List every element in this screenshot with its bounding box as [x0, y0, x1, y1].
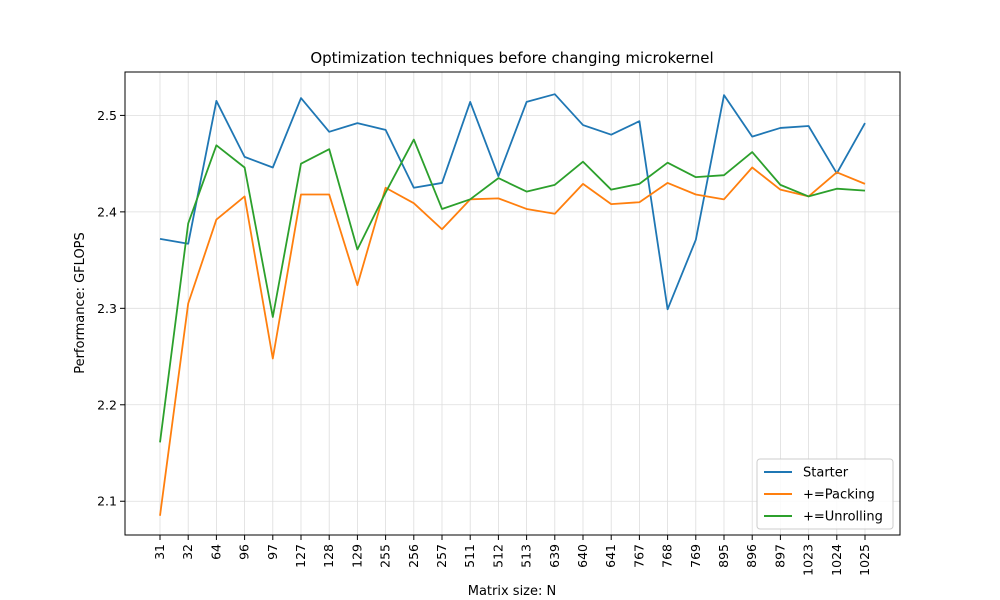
y-tick-label: 2.2: [97, 397, 117, 412]
x-tick-label: 896: [744, 544, 759, 568]
y-axis-label: Performance: GFLOPS: [73, 232, 88, 374]
x-tick-label: 97: [265, 544, 280, 560]
x-tick-label: 640: [575, 544, 590, 568]
x-tick-label: 769: [688, 544, 703, 568]
y-tick-label: 2.5: [97, 108, 117, 123]
x-tick-label: 767: [631, 544, 646, 568]
y-tick-label: 2.4: [97, 204, 117, 219]
series-line-unrolling: [159, 138, 866, 443]
legend-label: +=Packing: [803, 488, 875, 503]
y-axis-ticks: 2.1 2.2 2.3 2.4 2.5: [97, 108, 125, 509]
x-tick-label: 511: [462, 544, 477, 568]
x-tick-label: 31: [152, 544, 167, 560]
series-line-packing: [159, 166, 866, 516]
grid: [125, 72, 900, 535]
x-tick-label: 897: [772, 544, 787, 568]
x-tick-label: 1025: [857, 544, 872, 576]
series-line-starter: [159, 93, 866, 311]
legend-label: Starter: [803, 466, 849, 481]
plot-area-frame: [124, 71, 901, 536]
y-tick-label: 2.3: [97, 301, 117, 316]
x-axis-label: Matrix size: N: [468, 584, 557, 599]
x-tick-label: 641: [603, 544, 618, 568]
legend-label: +=Unrolling: [803, 510, 883, 525]
x-tick-label: 32: [180, 544, 195, 560]
legend: Starter +=Packing +=Unrolling: [756, 458, 894, 530]
x-tick-label: 1023: [801, 544, 816, 576]
x-axis-ticks: 31 32 64 96 97 127 128 129 255 256 257 511 512 513 639…: [152, 535, 872, 576]
x-tick-label: 256: [406, 544, 421, 568]
x-tick-label: 96: [237, 544, 252, 560]
x-tick-label: 895: [716, 544, 731, 568]
x-tick-label: 1024: [829, 544, 844, 576]
x-tick-label: 128: [321, 544, 336, 568]
x-tick-label: 513: [519, 544, 534, 568]
chart-title: Optimization techniques before changing …: [310, 49, 713, 67]
legend-frame: [756, 458, 894, 530]
x-tick-label: 127: [293, 544, 308, 568]
x-tick-label: 255: [378, 544, 393, 568]
x-tick-label: 129: [349, 544, 364, 568]
y-tick-label: 2.1: [97, 494, 117, 509]
x-tick-label: 768: [660, 544, 675, 568]
x-tick-label: 639: [547, 544, 562, 568]
x-tick-label: 64: [208, 544, 223, 560]
x-tick-label: 257: [434, 544, 449, 568]
series-lines: [159, 93, 866, 516]
x-tick-label: 512: [490, 544, 505, 568]
